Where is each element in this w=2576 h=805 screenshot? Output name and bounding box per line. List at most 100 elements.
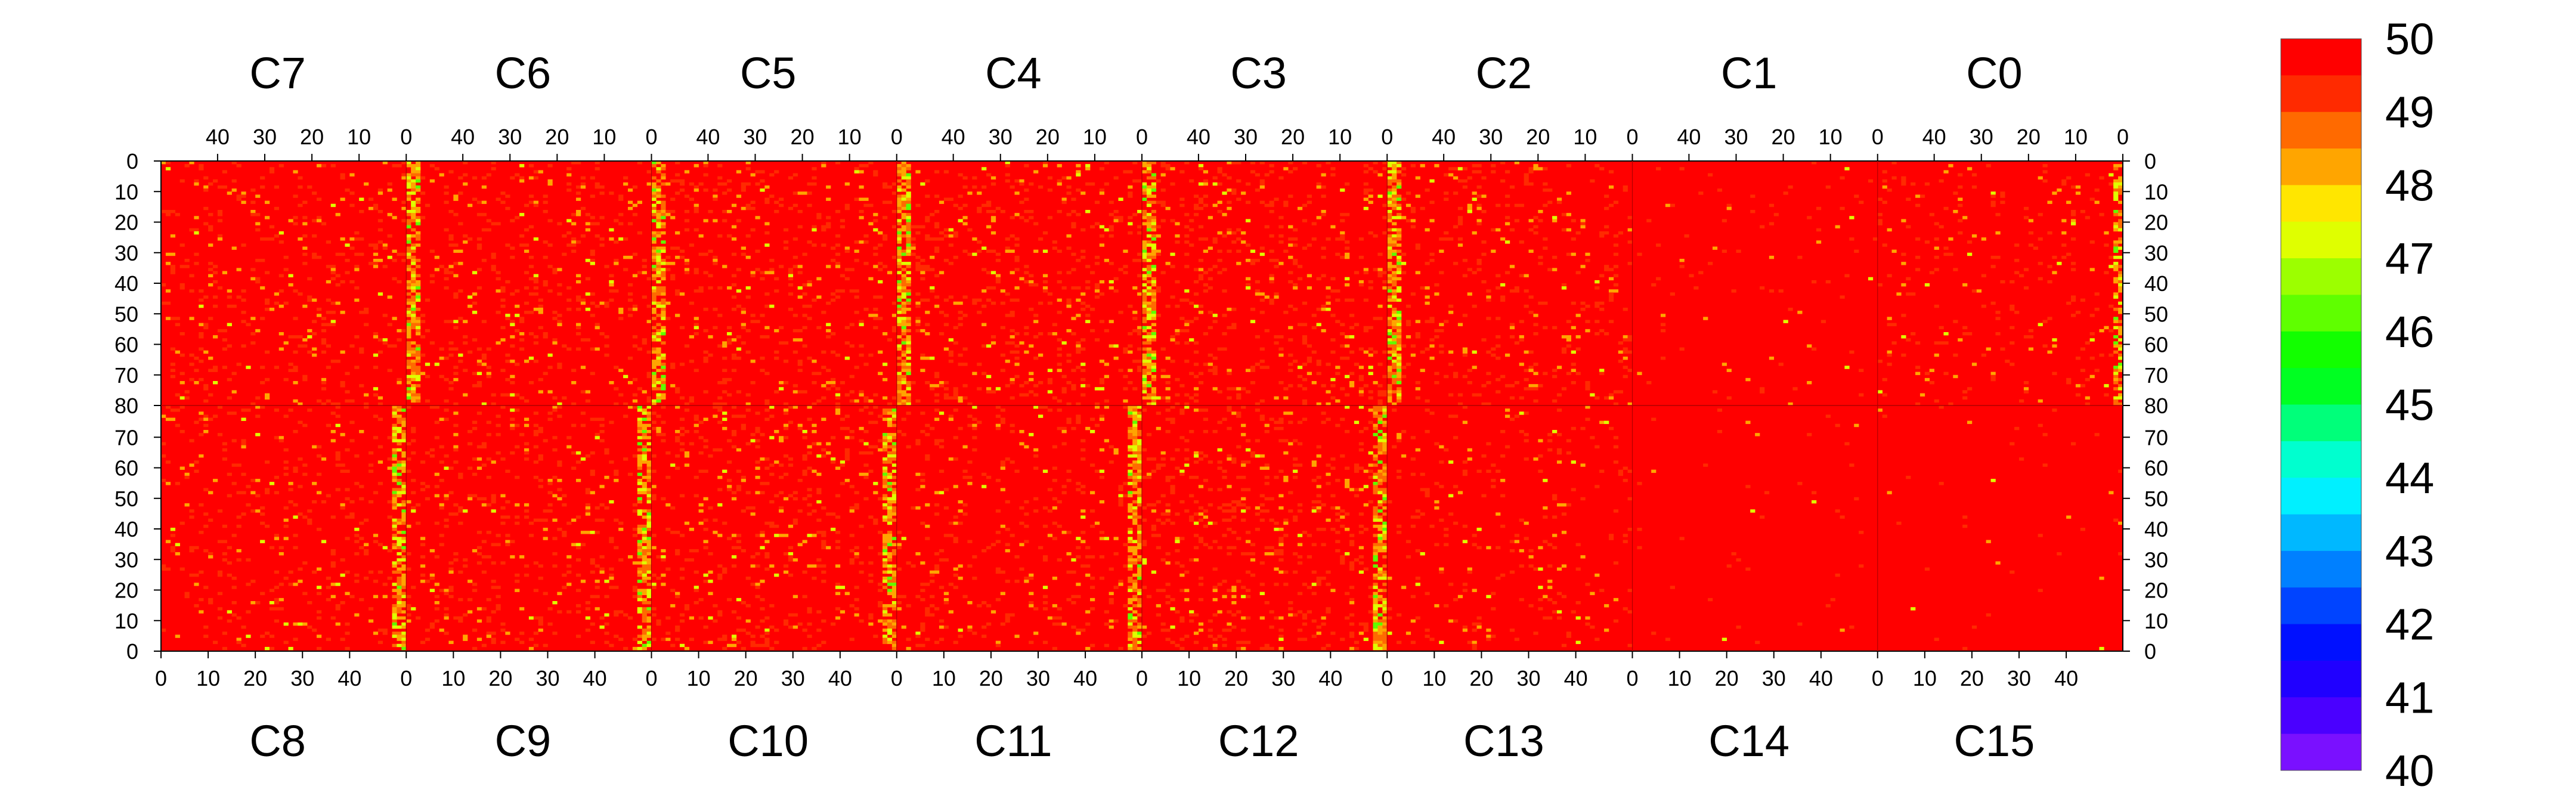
color-band (2281, 258, 2361, 295)
top-x-tick-label: 40 (1187, 125, 1210, 149)
top-x-tick-label: 0 (1872, 125, 1884, 149)
bottom-x-tick-label: 0 (645, 666, 657, 691)
color-band (2281, 39, 2361, 76)
bottom-x-tick-label: 30 (1271, 666, 1295, 691)
bottom-x-tick-label: 40 (1318, 666, 1342, 691)
top-x-tick-label: 40 (1922, 125, 1946, 149)
color-band (2281, 697, 2361, 735)
right-y-tick-label: 20 (2144, 578, 2168, 603)
right-y-tick-label: 50 (2144, 487, 2168, 511)
chip-label-c11: C11 (974, 716, 1052, 766)
right-y-tick-label: 70 (2144, 363, 2168, 388)
bottom-x-tick-label: 20 (1224, 666, 1248, 691)
chip-label-c8: C8 (249, 716, 306, 766)
bottom-x-tick-label: 0 (1626, 666, 1638, 691)
color-band (2281, 587, 2361, 625)
bottom-x-tick-label: 0 (891, 666, 903, 691)
left-y-tick-label: 30 (114, 241, 138, 265)
top-x-tick-label: 30 (1479, 125, 1503, 149)
color-scale-label: 40 (2385, 746, 2434, 795)
left-y-tick-label: 70 (114, 425, 138, 450)
top-x-tick-label: 0 (645, 125, 657, 149)
color-band (2281, 112, 2361, 149)
bottom-x-tick-label: 30 (781, 666, 805, 691)
top-x-tick-label: 30 (1234, 125, 1258, 149)
top-x-tick-label: 30 (743, 125, 767, 149)
color-band (2281, 624, 2361, 661)
top-x-tick-label: 40 (206, 125, 230, 149)
bottom-x-tick-label: 20 (734, 666, 758, 691)
top-x-tick-label: 40 (1432, 125, 1456, 149)
chip-block-c3 (1142, 161, 1388, 406)
color-scale-label: 50 (2385, 14, 2434, 64)
chip-block-c6 (406, 161, 652, 406)
color-scale-label: 41 (2385, 673, 2434, 722)
bottom-x-tick-label: 40 (1073, 666, 1097, 691)
top-x-tick-label: 30 (498, 125, 522, 149)
bottom-x-tick-label: 30 (1516, 666, 1540, 691)
color-band (2281, 221, 2361, 259)
right-y-tick-label: 30 (2144, 241, 2168, 265)
chip-block-c12 (1142, 405, 1388, 651)
bottom-x-tick-label: 10 (1668, 666, 1692, 691)
bottom-x-tick-label: 10 (932, 666, 956, 691)
top-x-tick-label: 40 (696, 125, 720, 149)
right-y-tick-label: 60 (2144, 456, 2168, 481)
chip-block-c0 (1877, 161, 2123, 406)
right-y-tick-label: 0 (2144, 149, 2156, 174)
color-scale-label: 46 (2385, 307, 2434, 357)
bottom-x-tick-label: 40 (583, 666, 607, 691)
bottom-x-tick-label: 20 (979, 666, 1003, 691)
chip-block-c2 (1387, 161, 1633, 406)
top-x-tick-label: 0 (1381, 125, 1393, 149)
top-x-tick-label: 20 (791, 125, 815, 149)
left-y-axis: 0 10 20 30 40 50 60 70 80 70 60 50 40 30 20 10 0 (114, 149, 161, 664)
top-x-tick-label: 40 (1677, 125, 1701, 149)
top-x-tick-label: 30 (1724, 125, 1748, 149)
bottom-x-tick-label: 40 (1564, 666, 1588, 691)
top-x-tick-label: 20 (1036, 125, 1060, 149)
color-band (2281, 185, 2361, 222)
top-x-tick-label: 10 (1328, 125, 1352, 149)
left-y-tick-label: 60 (114, 333, 138, 357)
left-y-tick-label: 0 (126, 639, 138, 664)
chip-label-c9: C9 (495, 716, 552, 766)
chip-label-c1: C1 (1721, 48, 1778, 98)
bottom-x-tick-label: 10 (1422, 666, 1446, 691)
bottom-x-tick-label: 40 (1809, 666, 1833, 691)
color-bar-border (2280, 38, 2362, 771)
chip-label-c15: C15 (1953, 716, 2035, 766)
top-x-tick-label: 20 (1772, 125, 1795, 149)
chip-label-c7: C7 (249, 48, 306, 98)
chip-label-c2: C2 (1476, 48, 1532, 98)
bottom-x-tick-label: 10 (196, 666, 220, 691)
bottom-x-tick-label: 0 (155, 666, 167, 691)
bottom-x-tick-label: 0 (400, 666, 412, 691)
color-band (2281, 514, 2361, 552)
bottom-x-tick-label: 30 (2007, 666, 2031, 691)
top-x-tick-label: 40 (942, 125, 965, 149)
top-x-tick-label: 0 (2117, 125, 2129, 149)
bottom-x-tick-label: 0 (1136, 666, 1148, 691)
bottom-x-tick-label: 10 (441, 666, 465, 691)
chip-block-c15 (1877, 405, 2123, 651)
top-x-tick-label: 10 (2064, 125, 2088, 149)
right-y-tick-label: 40 (2144, 271, 2168, 296)
left-y-tick-label: 80 (114, 394, 138, 418)
chip-block-c7 (161, 161, 407, 406)
left-y-tick-label: 60 (114, 456, 138, 481)
bottom-x-tick-label: 30 (1026, 666, 1050, 691)
top-x-tick-label: 0 (1136, 125, 1148, 149)
left-y-tick-label: 70 (114, 363, 138, 388)
top-x-tick-label: 10 (592, 125, 616, 149)
top-x-tick-label: 10 (347, 125, 371, 149)
color-band (2281, 331, 2361, 369)
right-y-tick-label: 40 (2144, 517, 2168, 541)
color-scale-legend: 50 49 48 47 46 45 44 43 42 41 40 (2280, 14, 2434, 795)
top-chip-labels: C7 C6 C5 C4 C3 C2 C1 C0 (249, 48, 2022, 98)
chip-block-c5 (651, 161, 897, 406)
chip-label-c12: C12 (1218, 716, 1299, 766)
top-x-tick-label: 40 (451, 125, 475, 149)
color-band (2281, 148, 2361, 185)
bottom-x-tick-label: 0 (1381, 666, 1393, 691)
